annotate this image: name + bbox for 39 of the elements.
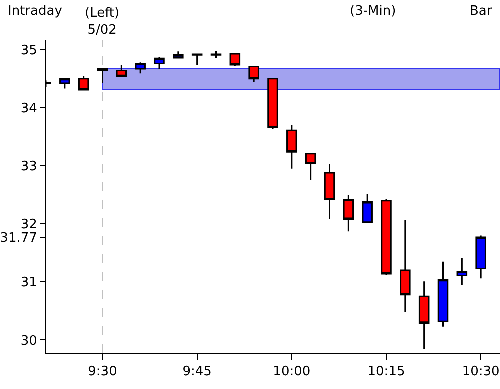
- y-tick-label: 35: [20, 43, 38, 58]
- candlestick: [438, 261, 449, 328]
- candlestick: [343, 194, 354, 232]
- candlestick: [210, 50, 222, 59]
- candlestick: [400, 219, 411, 314]
- x-tick-label: 10:15: [368, 364, 406, 380]
- candlestick: [60, 78, 70, 90]
- x-tick-label: 9:45: [182, 364, 212, 380]
- y-tick-label: 31: [20, 276, 38, 291]
- candlestick: [135, 62, 146, 74]
- y-tick-label: 30: [20, 334, 38, 349]
- candlestick: [324, 164, 336, 220]
- candlestick: [116, 64, 128, 78]
- candlestick: [268, 78, 278, 130]
- candlestick: [362, 194, 373, 224]
- candlestick: [230, 53, 241, 67]
- candlestick: [456, 258, 468, 286]
- y-tick-label: 33: [20, 160, 38, 175]
- candlestick: [78, 75, 90, 92]
- candlestick: [305, 153, 316, 181]
- candlestick: [173, 50, 184, 60]
- candlestick: [97, 68, 108, 84]
- candlestick: [381, 198, 392, 276]
- y-tick-label: 32: [20, 218, 38, 233]
- candlestick: [154, 56, 165, 70]
- x-tick-label: 10:30: [462, 364, 500, 380]
- candlestick: [418, 280, 430, 350]
- y-tick-label: 31.77: [0, 230, 38, 246]
- text: Bar: [470, 4, 493, 19]
- chart-title: Intraday: [8, 4, 63, 19]
- x-tick-label: 9:30: [88, 364, 118, 380]
- x-tick-label: 10:00: [273, 364, 311, 380]
- chart-subtitle: (3-Min): [350, 4, 396, 19]
- candlestick: [476, 234, 486, 280]
- candlestick: [192, 54, 203, 66]
- ref-line-label: (Left) 5/02: [85, 6, 120, 38]
- candlestick: [286, 124, 298, 170]
- y-tick-label: 34: [20, 101, 38, 116]
- candlestick: [248, 65, 260, 84]
